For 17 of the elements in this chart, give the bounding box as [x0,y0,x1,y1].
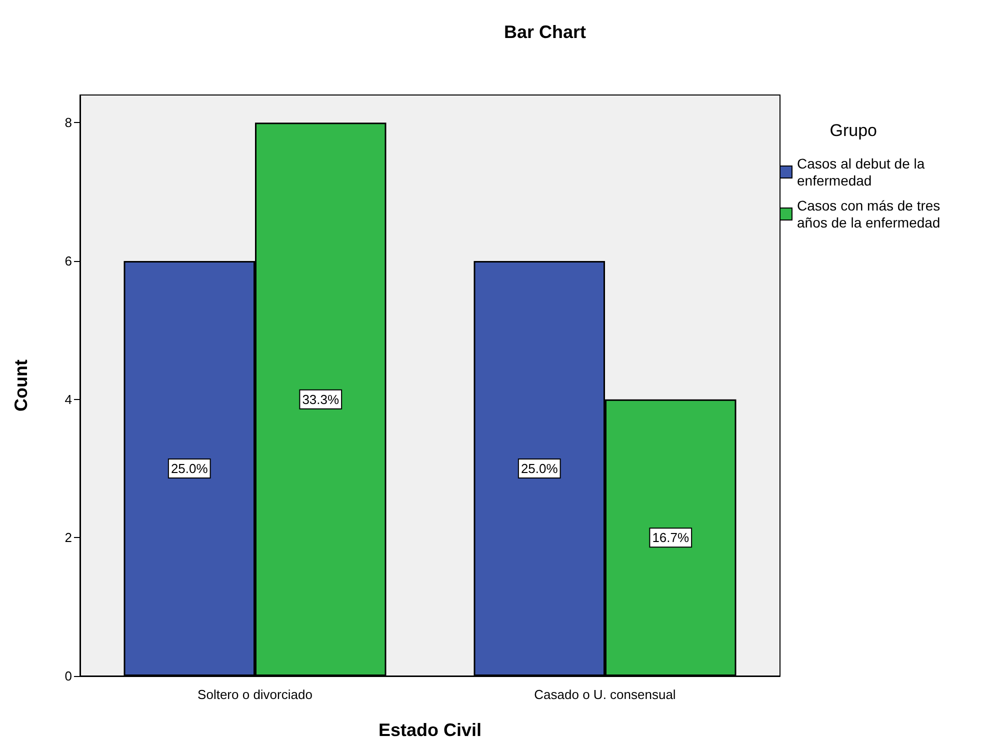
legend-label: Casos con más de tres años de la enfermedad [797,198,944,230]
annotation: 25.0% [170,461,208,476]
y-tick-label: 2 [64,530,72,546]
y-tick-label: 4 [64,392,72,407]
x-tick-label: Soltero o divorciado [198,687,312,702]
x-axis-title: Estado Civil [378,720,482,740]
y-tick-label: 8 [64,115,72,130]
chart-title: Bar Chart [504,22,586,42]
annotation: 25.0% [520,461,558,476]
y-tick-label: 0 [64,668,72,684]
y-tick-label: 6 [64,254,72,268]
x-tick-label: Casado o U. consensual [534,687,676,702]
y-axis-title: Count [11,360,31,412]
annotation: 33.3% [302,392,340,407]
legend-title: Grupo [830,121,877,140]
legend-label: Casos al debut de la enfermedad [797,156,929,188]
annotation: 16.7% [652,530,690,546]
